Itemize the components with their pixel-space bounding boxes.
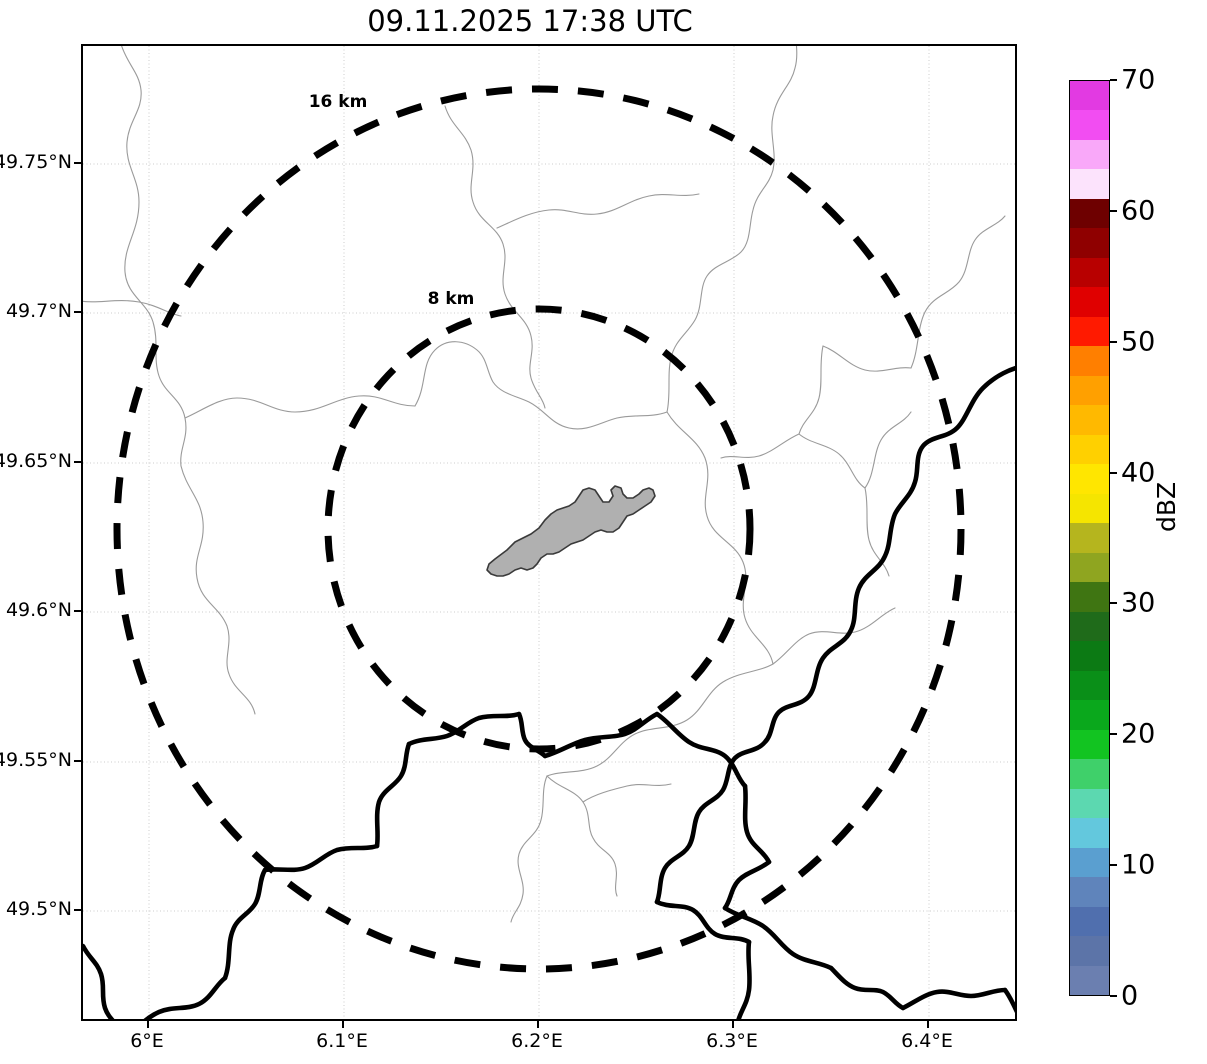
x-tick-mark — [732, 1021, 734, 1028]
colorbar-gradient[interactable] — [1069, 80, 1110, 996]
colorbar-tick-label-70: 70 — [1121, 64, 1156, 96]
colorbar-band — [1070, 788, 1109, 819]
x-tick-label-6-4: 6.4°E — [901, 1030, 953, 1052]
colorbar-tick-label-60: 60 — [1121, 195, 1156, 227]
colorbar-tick-label-10: 10 — [1121, 849, 1156, 881]
y-tick-mark — [74, 760, 81, 762]
colorbar-band — [1070, 936, 1109, 966]
colorbar-band — [1070, 375, 1109, 406]
colorbar-band — [1070, 759, 1109, 789]
y-tick-mark — [74, 909, 81, 911]
colorbar-tick-mark — [1110, 995, 1117, 997]
y-tick-mark — [74, 461, 81, 463]
commune-boundaries — [83, 46, 1006, 923]
y-tick-label-49-55: 49.55°N — [0, 749, 72, 771]
colorbar-band — [1070, 523, 1109, 553]
colorbar-band — [1070, 965, 1109, 996]
map-panel[interactable] — [81, 44, 1017, 1021]
x-tick-label-6: 6°E — [130, 1030, 164, 1052]
colorbar-band — [1070, 228, 1109, 258]
colorbar-band — [1070, 287, 1109, 317]
colorbar-tick-label-40: 40 — [1121, 457, 1156, 489]
y-tick-mark — [74, 311, 81, 313]
colorbar-band — [1070, 434, 1109, 465]
colorbar-band — [1070, 847, 1109, 878]
colorbar-band — [1070, 582, 1109, 612]
colorbar-tick-mark — [1110, 209, 1117, 212]
x-tick-mark — [537, 1021, 539, 1028]
colorbar-band — [1070, 700, 1109, 730]
range-rings — [113, 85, 965, 973]
colorbar-band — [1070, 818, 1109, 848]
y-tick-label-49-75: 49.75°N — [0, 151, 72, 173]
range-ring-label-8km: 8 km — [427, 289, 475, 309]
x-tick-mark — [342, 1021, 344, 1028]
colorbar-tick-mark — [1110, 340, 1117, 343]
range-ring-16km — [113, 85, 965, 973]
colorbar-band — [1070, 906, 1109, 937]
colorbar-band — [1070, 877, 1109, 907]
colorbar-band — [1070, 81, 1109, 111]
colorbar-band — [1070, 729, 1109, 760]
colorbar-band — [1070, 493, 1109, 524]
colorbar-band — [1070, 405, 1109, 435]
national-border — [83, 365, 1015, 1019]
y-tick-label-49-6: 49.6°N — [5, 599, 72, 621]
colorbar-band — [1070, 670, 1109, 701]
colorbar-tick-mark — [1110, 733, 1117, 736]
page-title: 09.11.2025 17:38 UTC — [367, 4, 693, 38]
colorbar-axis-label: dBZ — [1152, 481, 1181, 532]
colorbar-band — [1070, 552, 1109, 583]
colorbar[interactable]: 0 10 20 30 40 50 60 70 — [1069, 65, 1155, 1012]
x-tick-mark — [927, 1021, 929, 1028]
y-tick-label-49-5: 49.5°N — [5, 898, 72, 920]
y-tick-mark — [74, 610, 81, 612]
colorbar-band — [1070, 198, 1109, 229]
range-ring-label-16km: 16 km — [308, 92, 368, 112]
colorbar-band — [1070, 346, 1109, 376]
y-tick-label-49-65: 49.65°N — [0, 450, 72, 472]
range-ring-8km — [324, 305, 754, 753]
colorbar-band — [1070, 110, 1109, 140]
x-tick-label-6-3: 6.3°E — [706, 1030, 758, 1052]
y-tick-mark — [74, 162, 81, 164]
map-canvas[interactable] — [83, 46, 1017, 1021]
x-tick-label-6-2: 6.2°E — [511, 1030, 563, 1052]
colorbar-tick-label-50: 50 — [1121, 326, 1156, 358]
colorbar-tick-mark — [1110, 471, 1117, 474]
colorbar-tick-label-20: 20 — [1121, 718, 1156, 750]
colorbar-band — [1070, 139, 1109, 170]
colorbar-tick-mark — [1110, 79, 1117, 81]
colorbar-band — [1070, 464, 1109, 494]
colorbar-tick-mark — [1110, 864, 1117, 867]
x-tick-label-6-1: 6.1°E — [316, 1030, 368, 1052]
colorbar-band — [1070, 169, 1109, 199]
y-tick-label-49-7: 49.7°N — [5, 300, 72, 322]
colorbar-band — [1070, 611, 1109, 642]
colorbar-tick-mark — [1110, 602, 1117, 605]
colorbar-band — [1070, 316, 1109, 347]
colorbar-band — [1070, 641, 1109, 671]
x-tick-mark — [147, 1021, 149, 1028]
colorbar-tick-label-30: 30 — [1121, 587, 1156, 619]
colorbar-tick-label-0: 0 — [1121, 980, 1139, 1012]
city-area — [486, 485, 656, 577]
colorbar-band — [1070, 257, 1109, 288]
